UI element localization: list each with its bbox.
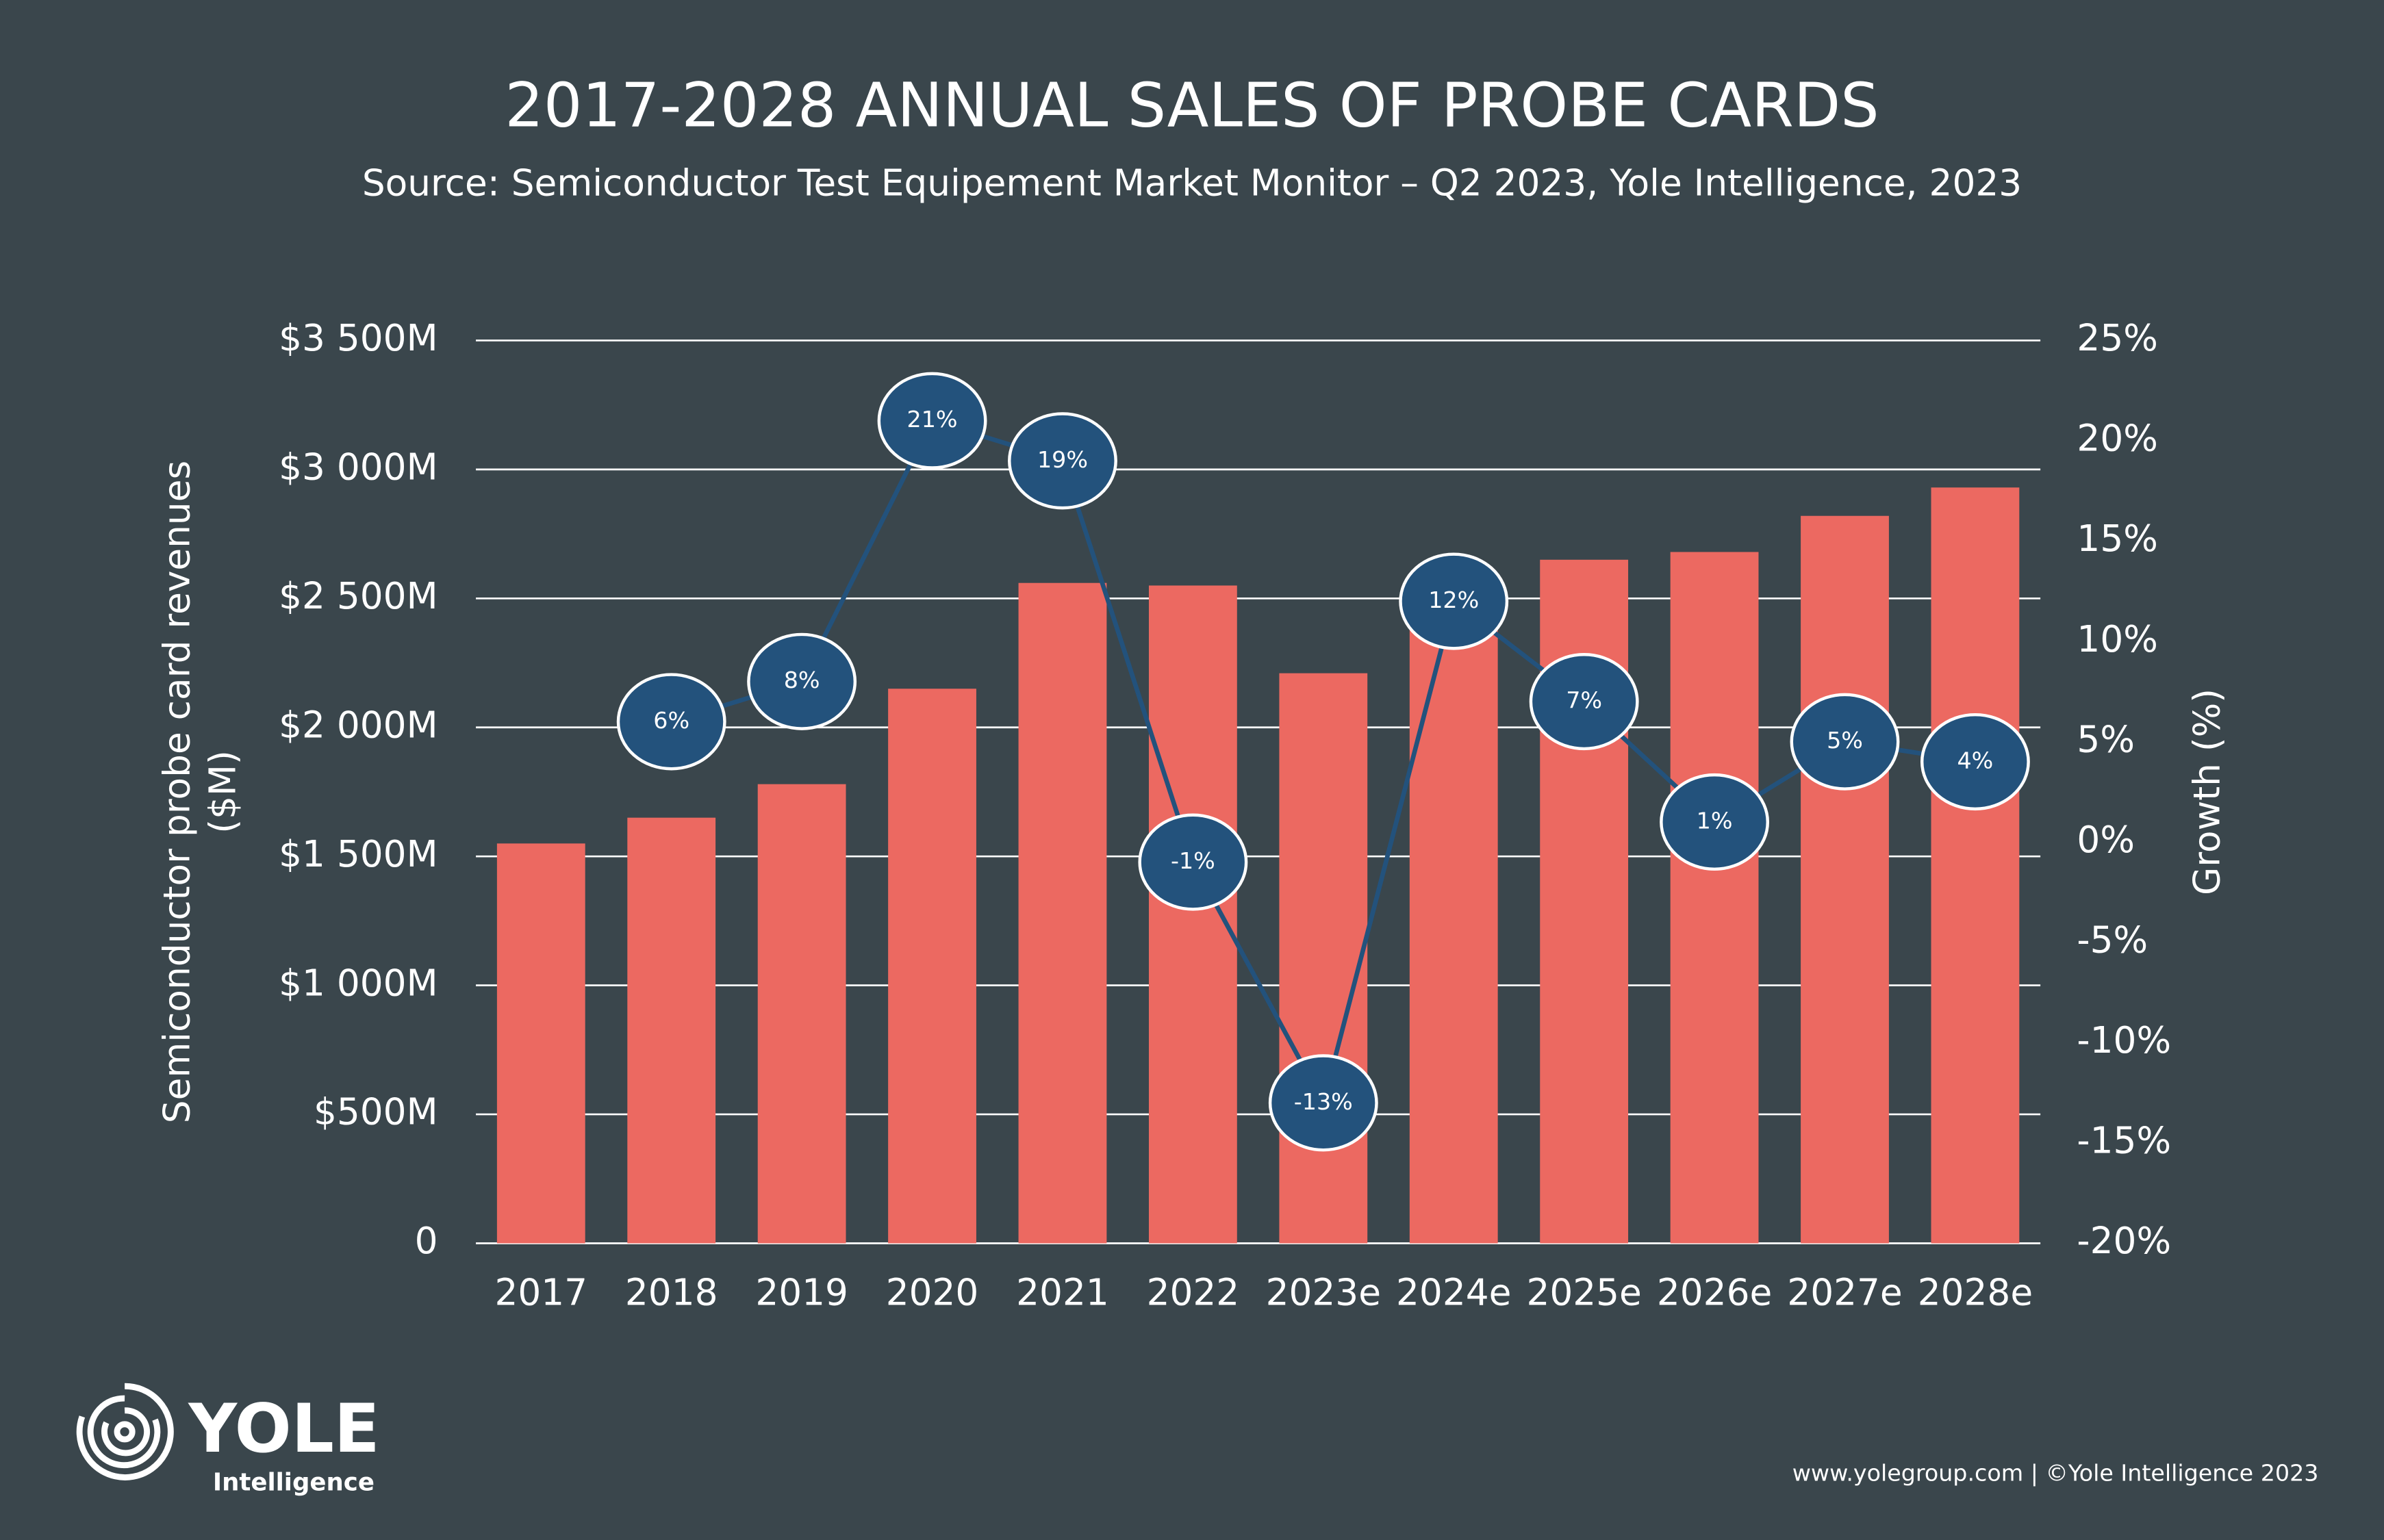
x-tick-label: 2017 xyxy=(494,1272,587,1314)
bar xyxy=(1279,673,1368,1244)
bar xyxy=(1409,606,1498,1244)
y-tick-label: $3 000M xyxy=(279,446,438,489)
data-label: 21% xyxy=(907,406,958,433)
data-label: -13% xyxy=(1294,1088,1353,1115)
y-tick-label: $500M xyxy=(314,1091,438,1133)
data-label: 5% xyxy=(1827,727,1863,754)
growth-marker xyxy=(1790,693,1900,791)
data-label: -1% xyxy=(1171,847,1215,874)
y-axis-label: Semiconductor probe card revenues ($M) xyxy=(156,461,244,1123)
logo-ring xyxy=(87,1395,161,1469)
y-tick-label: $2 000M xyxy=(279,704,438,746)
logo-ring xyxy=(101,1407,151,1456)
data-label: 7% xyxy=(1566,687,1602,714)
bar xyxy=(627,817,716,1244)
growth-marker xyxy=(747,632,857,730)
x-tick-label: 2023e xyxy=(1266,1272,1381,1314)
y2-tick-label: -15% xyxy=(2077,1120,2171,1162)
growth-marker xyxy=(1399,552,1509,650)
data-label: 12% xyxy=(1428,587,1479,613)
y2-tick-label: 25% xyxy=(2077,317,2157,359)
x-tick-label: 2028e xyxy=(1918,1272,2033,1314)
bar xyxy=(1931,487,2020,1244)
bar xyxy=(1018,582,1107,1244)
y-tick-label: $1 000M xyxy=(279,962,438,1004)
bar xyxy=(1801,515,1889,1244)
bar xyxy=(757,784,846,1244)
y2-axis-label: Growth (%) xyxy=(2185,689,2228,895)
y-tick-label: 0 xyxy=(415,1220,438,1262)
y-tick-label: $2 500M xyxy=(279,575,438,617)
growth-marker xyxy=(1268,1054,1378,1152)
y-axis-label-line: Semiconductor probe card revenues xyxy=(156,461,199,1123)
x-tick-label: 2025e xyxy=(1526,1272,1641,1314)
logo-ring xyxy=(76,1383,174,1480)
growth-marker xyxy=(1660,773,1770,871)
x-tick-label: 2022 xyxy=(1147,1272,1240,1314)
y-tick-label: $3 500M xyxy=(279,317,438,359)
y2-tick-label: 0% xyxy=(2077,819,2135,861)
x-tick-label: 2027e xyxy=(1787,1272,1902,1314)
data-label: 1% xyxy=(1697,807,1733,834)
growth-marker xyxy=(1529,653,1639,751)
x-tick-label: 2024e xyxy=(1396,1272,1511,1314)
chart-title: 2017-2028 ANNUAL SALES OF PROBE CARDS xyxy=(505,70,1879,140)
data-label: 8% xyxy=(784,667,820,693)
x-tick-label: 2021 xyxy=(1016,1272,1109,1314)
y2-tick-label: 15% xyxy=(2077,517,2157,560)
growth-marker xyxy=(1920,713,2030,811)
y2-tick-label: 10% xyxy=(2077,618,2157,660)
logo xyxy=(76,1383,174,1480)
y2-tick-label: 5% xyxy=(2077,718,2135,760)
growth-marker xyxy=(1008,412,1117,510)
data-label: 4% xyxy=(1957,747,1994,774)
y2-tick-label: 20% xyxy=(2077,418,2157,460)
x-tick-label: 2018 xyxy=(625,1272,718,1314)
y2-tick-label: -5% xyxy=(2077,919,2148,961)
growth-marker xyxy=(616,673,726,771)
y-tick-label: $1 500M xyxy=(279,833,438,875)
logo-name: YOLE xyxy=(188,1390,379,1468)
data-label: 6% xyxy=(653,707,689,734)
bar xyxy=(1670,552,1759,1244)
x-tick-label: 2019 xyxy=(755,1272,848,1314)
data-label: 19% xyxy=(1037,446,1088,473)
y2-tick-label: -10% xyxy=(2077,1019,2171,1062)
chart-subtitle: Source: Semiconductor Test Equipement Ma… xyxy=(362,162,2022,205)
y2-tick-label: -20% xyxy=(2077,1220,2171,1262)
logo-dot xyxy=(114,1421,136,1443)
bar xyxy=(496,843,585,1244)
growth-marker xyxy=(877,372,987,470)
growth-marker xyxy=(1138,813,1248,911)
x-tick-label: 2026e xyxy=(1657,1272,1772,1314)
y-axis-label-line: ($M) xyxy=(201,750,244,833)
x-tick-label: 2020 xyxy=(886,1272,979,1314)
bar xyxy=(888,689,976,1244)
logo-sub: Intelligence xyxy=(213,1468,375,1496)
footer: www.yolegroup.com | ©Yole Intelligence 2… xyxy=(1792,1460,2319,1487)
